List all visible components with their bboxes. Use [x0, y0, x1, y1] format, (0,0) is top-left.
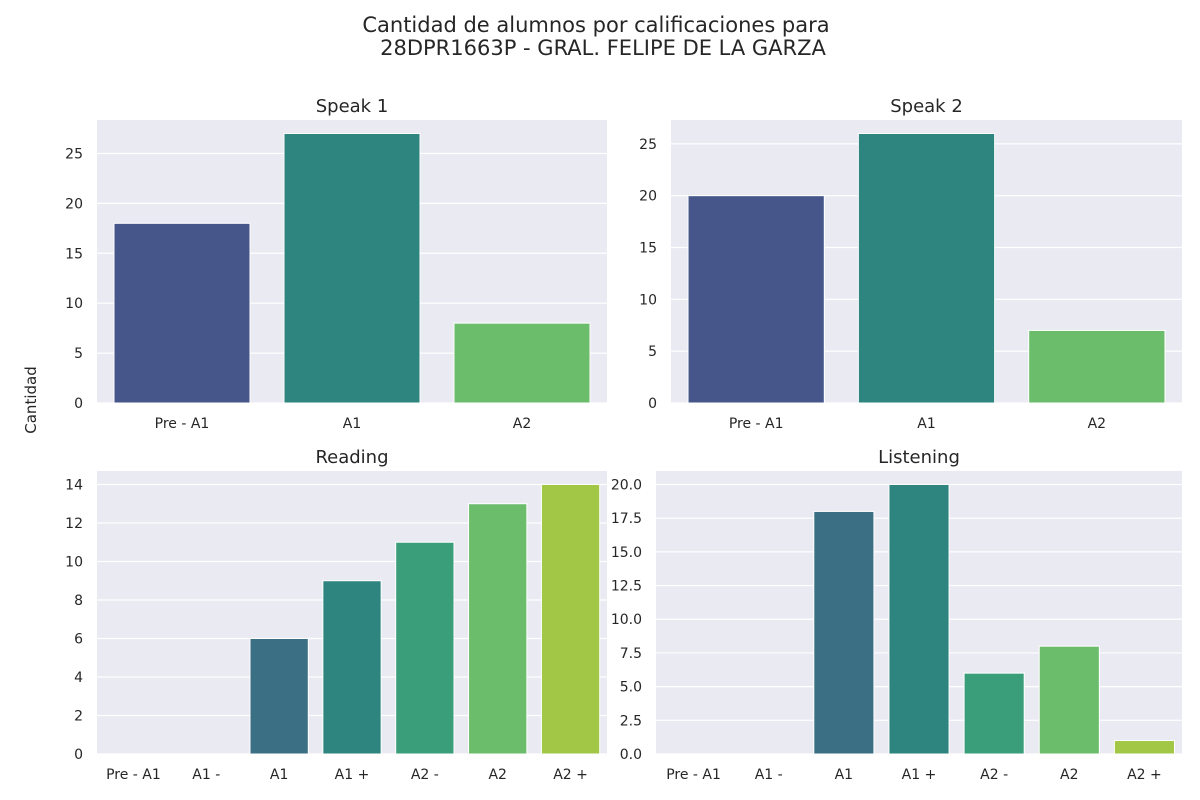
y-axis-label: Cantidad — [22, 366, 40, 433]
x-tick-label: A1 — [343, 416, 361, 432]
y-tick-label: 10.0 — [611, 612, 642, 628]
y-tick-label: 10 — [65, 296, 83, 312]
x-tick-label: A1 — [917, 416, 935, 432]
subplot-speak-1: 0 5 10 15 20 25 Pre - A1 A1 A2 Speak 1 — [65, 96, 607, 432]
y-tick-label: 12 — [65, 516, 83, 532]
bar-A2 — [1038, 645, 1100, 755]
x-tick-label: A1 — [270, 767, 288, 783]
bar-A2+ — [1113, 740, 1175, 755]
y-tick-label: 5 — [74, 346, 83, 362]
x-tick-label: A1 - — [192, 767, 220, 783]
bar-A1+ — [888, 483, 950, 755]
bar-A1 — [813, 510, 875, 755]
subplot-title: Speak 1 — [316, 96, 389, 117]
y-tick-label: 4 — [74, 670, 83, 686]
x-tick-label: A2 — [488, 767, 506, 783]
y-tick-label: 0.0 — [620, 747, 642, 763]
subplot-listening: 0.0 2.5 5.0 7.5 10.0 12.5 15.0 17.5 20.0 Pre - A1… — [611, 447, 1182, 783]
x-tick-label: A1 — [835, 767, 853, 783]
y-tick-label: 0 — [74, 747, 83, 763]
y-tick-label: 15 — [65, 246, 83, 262]
figure-title-line-2: 28DPR1663P - GRAL. FELIPE DE LA GARZA — [380, 36, 826, 60]
subplot-speak-2: 0 5 10 15 20 25 Pre - A1 A1 A2 Speak 2 — [639, 96, 1182, 432]
x-tick-label: A1 - — [755, 767, 783, 783]
x-tick-label: A1 + — [902, 767, 937, 783]
y-tick-label: 20 — [65, 196, 83, 212]
x-tick-label: Pre - A1 — [729, 416, 784, 432]
y-tick-label: 15.0 — [611, 545, 642, 561]
y-tick-label: 0 — [74, 396, 83, 412]
x-tick-label: A2 — [1060, 767, 1078, 783]
x-tick-label: A2 - — [980, 767, 1008, 783]
subplot-title: Listening — [878, 447, 960, 468]
subplot-title: Reading — [315, 447, 388, 468]
y-tick-label: 6 — [74, 631, 83, 647]
y-tick-label: 17.5 — [611, 511, 642, 527]
y-tick-label: 5 — [648, 344, 657, 360]
y-tick-label: 14 — [65, 477, 83, 493]
y-tick-label: 10 — [639, 292, 657, 308]
subplot-reading: 0 2 4 6 8 10 12 14 Pre - A1 A1 - A1 A1 + A2 - A2 A2 + R… — [65, 447, 607, 783]
x-tick-label: Pre - A1 — [155, 416, 210, 432]
x-tick-label: Pre - A1 — [106, 767, 161, 783]
y-tick-label: 7.5 — [620, 646, 642, 662]
y-tick-label: 25 — [639, 137, 657, 153]
y-tick-label: 20 — [639, 189, 657, 205]
y-tick-label: 20.0 — [611, 477, 642, 493]
bar-A2 — [468, 503, 528, 755]
y-tick-label: 10 — [65, 554, 83, 570]
bar-A2 — [1028, 329, 1166, 404]
bar-Pre-A1 — [687, 195, 825, 404]
y-tick-label: 12.5 — [611, 579, 642, 595]
y-tick-label: 25 — [65, 146, 83, 162]
bar-A2+ — [540, 483, 601, 755]
x-tick-label: A2 + — [553, 767, 588, 783]
bar-A2 — [453, 322, 591, 404]
figure-title-line-1: Cantidad de alumnos por calificaciones p… — [362, 13, 829, 37]
bar-A1 — [857, 132, 996, 404]
x-tick-label: A2 - — [411, 767, 439, 783]
y-tick-label: 2.5 — [620, 713, 642, 729]
bar-Pre-A1 — [113, 222, 251, 404]
x-tick-label: A2 + — [1127, 767, 1162, 783]
bar-A2- — [395, 541, 455, 755]
y-tick-label: 2 — [74, 708, 83, 724]
bar-A1 — [249, 637, 309, 755]
y-tick-label: 8 — [74, 593, 83, 609]
x-tick-label: Pre - A1 — [666, 767, 721, 783]
y-tick-label: 5.0 — [620, 680, 642, 696]
x-tick-label: A1 + — [335, 767, 370, 783]
y-tick-label: 15 — [639, 241, 657, 257]
x-tick-label: A2 — [513, 416, 531, 432]
subplot-title: Speak 2 — [890, 96, 963, 117]
bar-A1+ — [322, 580, 382, 755]
x-tick-label: A2 — [1088, 416, 1106, 432]
bar-A2- — [963, 672, 1025, 755]
bar-A1 — [283, 132, 421, 404]
y-tick-label: 0 — [648, 396, 657, 412]
